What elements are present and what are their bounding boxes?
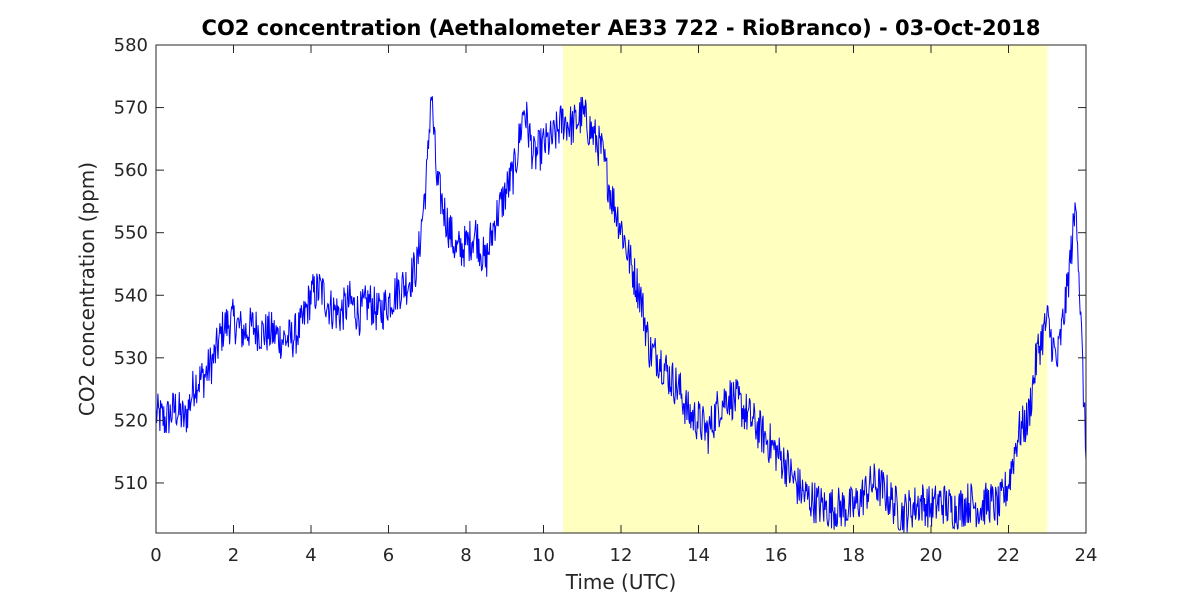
shaded-region <box>562 45 1048 533</box>
x-ticks: 0 2 4 6 8 10 12 14 16 18 20 22 24 <box>150 45 1097 566</box>
x-tick-label: 8 <box>460 545 471 566</box>
x-tick-label: 24 <box>1075 545 1098 566</box>
x-tick-label: 18 <box>842 545 865 566</box>
x-tick-label: 6 <box>383 545 394 566</box>
x-tick-label: 14 <box>687 545 710 566</box>
y-tick-label: 540 <box>114 285 148 306</box>
x-tick-label: 4 <box>305 545 316 566</box>
x-tick-label: 20 <box>920 545 943 566</box>
y-tick-label: 510 <box>114 473 148 494</box>
x-tick-label: 2 <box>228 545 239 566</box>
y-tick-label: 580 <box>114 35 148 56</box>
y-tick-label: 550 <box>114 223 148 244</box>
series-line <box>155 96 1087 534</box>
y-tick-label: 560 <box>114 160 148 181</box>
x-axis-label: Time (UTC) <box>565 570 677 594</box>
series-layer <box>155 96 1087 534</box>
x-tick-label: 10 <box>532 545 555 566</box>
chart-title: CO2 concentration (Aethalometer AE33 722… <box>202 16 1041 40</box>
shaded-region-layer <box>562 45 1048 533</box>
y-tick-label: 570 <box>114 98 148 119</box>
x-tick-label: 22 <box>997 545 1020 566</box>
x-tick-label: 12 <box>610 545 633 566</box>
x-tick-label: 0 <box>150 545 161 566</box>
y-axis-label: CO2 concentration (ppm) <box>75 162 99 416</box>
x-tick-label: 16 <box>765 545 788 566</box>
y-ticks: 510 520 530 540 550 560 570 580 <box>114 35 1086 494</box>
y-tick-label: 520 <box>114 410 148 431</box>
y-tick-label: 530 <box>114 348 148 369</box>
